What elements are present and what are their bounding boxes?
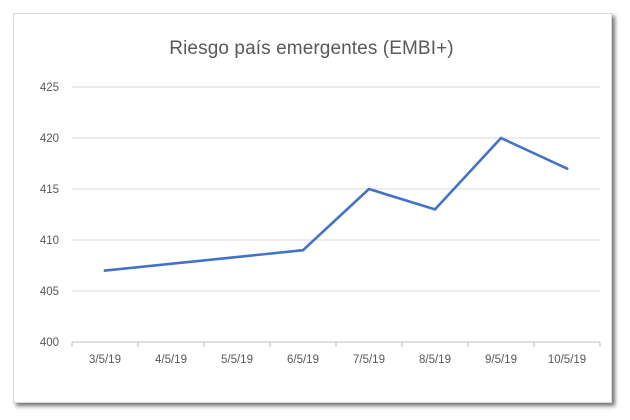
data-point (103, 269, 107, 272)
x-tick-label: 9/5/19 (485, 354, 517, 366)
y-tick-label: 425 (40, 82, 59, 94)
y-tick-label: 420 (40, 133, 59, 145)
data-point (301, 248, 305, 252)
chart-frame (13, 13, 612, 403)
x-tick-label: 3/5/19 (89, 354, 121, 366)
y-tick-label: 410 (40, 235, 59, 247)
series-layer (103, 136, 569, 272)
x-tick-label: 6/5/19 (287, 354, 319, 366)
x-axis-tick-labels: 3/5/19 4/5/19 5/5/19 6/5/19 7/5/19 8/5/19 9/5/… (71, 342, 601, 366)
data-point (367, 187, 371, 191)
data-point (433, 208, 437, 211)
y-tick-label: 405 (40, 286, 59, 298)
y-tick-label: 415 (40, 184, 59, 196)
series-line (103, 136, 569, 272)
data-point (565, 167, 569, 170)
x-tick-label: 5/5/19 (221, 354, 253, 366)
x-tick-label: 8/5/19 (419, 354, 451, 366)
gridlines (72, 86, 600, 343)
y-tick-label: 400 (40, 337, 59, 349)
y-axis-tick-labels: 400 405 410 415 420 425 (40, 82, 59, 349)
x-tick-label: 10/5/19 (548, 354, 586, 366)
data-point (499, 136, 503, 140)
x-tick-label: 4/5/19 (155, 354, 187, 366)
chart-title: Riesgo país emergentes (EMBI+) (169, 38, 454, 59)
x-tick-label: 7/5/19 (353, 354, 385, 366)
